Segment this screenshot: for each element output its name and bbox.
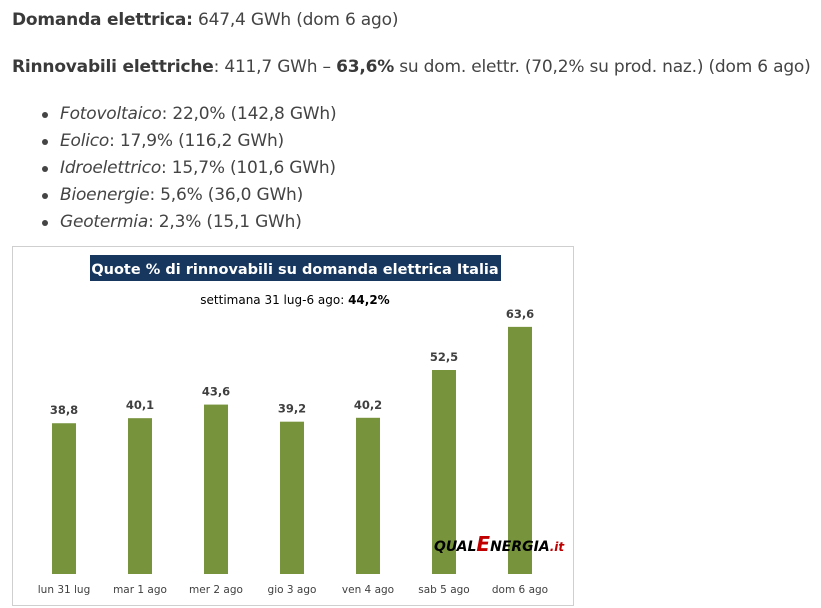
data-label-5: 40,2 (354, 398, 382, 412)
bar-5 (356, 417, 380, 574)
bars-group (52, 326, 532, 574)
demand-value: 647,4 GWh (dom 6 ago) (197, 10, 399, 30)
list-item: Fotovoltaico: 22,0% (142,8 GWh) (40, 101, 337, 128)
data-label-7: 63,6 (506, 307, 534, 321)
x-tick-label-1: lun 31 lug (38, 584, 91, 596)
sources-list: Fotovoltaico: 22,0% (142,8 GWh) Eolico: … (40, 101, 337, 236)
source-name: Geotermia (60, 212, 149, 232)
data-label-1: 38,8 (50, 403, 78, 417)
demand-label: Domanda elettrica: (12, 10, 193, 30)
bar-6 (432, 370, 456, 574)
source-name: Fotovoltaico (60, 104, 162, 124)
x-tick-label-3: mer 2 ago (189, 584, 243, 596)
x-tick-label-2: mar 1 ago (113, 584, 167, 596)
qualenergia-logo: QUALENERGIA.it (434, 532, 565, 556)
bar-1 (52, 423, 76, 574)
chart-subtitle: settimana 31 lug-6 ago: 44,2% (200, 293, 389, 307)
bar-chart: Quote % di rinnovabili su domanda elettr… (38, 255, 565, 596)
data-label-2: 40,1 (126, 398, 154, 412)
data-label-4: 39,2 (278, 402, 306, 416)
source-value: : 2,3% (15,1 GWh) (148, 212, 302, 232)
demand-paragraph: Domanda elettrica: 647,4 GWh (dom 6 ago) (12, 10, 398, 30)
renewables-paragraph: Rinnovabili elettriche: 411,7 GWh – 63,6… (12, 57, 811, 77)
source-name: Idroelettrico (60, 158, 162, 178)
renewables-percent: 63,6% (336, 57, 395, 77)
bar-3 (204, 404, 228, 574)
x-tick-label-6: sab 5 ago (418, 584, 469, 596)
chart-title: Quote % di rinnovabili su domanda elettr… (91, 262, 498, 278)
data-label-3: 43,6 (202, 385, 230, 399)
renewables-label: Rinnovabili elettriche (12, 57, 214, 77)
source-name: Eolico (60, 131, 110, 151)
x-tick-label-5: ven 4 ago (342, 584, 394, 596)
x-tick-label-7: dom 6 ago (492, 584, 548, 596)
data-label-6: 52,5 (430, 350, 458, 364)
x-tick-label-4: gio 3 ago (268, 584, 317, 596)
list-item: Bioenergie: 5,6% (36,0 GWh) (40, 182, 336, 209)
chart-image: Quote % di rinnovabili su domanda elettr… (12, 246, 574, 606)
source-value: : 22,0% (142,8 GWh) (161, 104, 337, 124)
list-item: Geotermia: 2,3% (15,1 GWh) (40, 209, 336, 236)
renewables-value-a: : 411,7 GWh – (213, 57, 337, 77)
source-value: : 17,9% (116,2 GWh) (109, 131, 284, 151)
list-item: Eolico: 17,9% (116,2 GWh) (40, 128, 336, 155)
bar-2 (128, 418, 152, 574)
source-value: : 15,7% (101,6 GWh) (161, 158, 336, 178)
renewables-value-b: su dom. elettr. (70,2% su prod. naz.) (d… (394, 57, 811, 77)
source-value: : 5,6% (36,0 GWh) (149, 185, 304, 205)
bar-4 (280, 421, 304, 574)
chart-title-background (90, 255, 501, 281)
bar-7 (508, 326, 532, 574)
source-name: Bioenergie (60, 185, 150, 205)
list-item: Idroelettrico: 15,7% (101,6 GWh) (40, 155, 336, 182)
x-tick-labels-group: lun 31 lug mar 1 ago mer 2 ago gio 3 ago ven… (38, 584, 548, 596)
data-labels-group: 38,8 40,1 43,6 39,2 40,2 52,5 63,6 (50, 307, 534, 417)
